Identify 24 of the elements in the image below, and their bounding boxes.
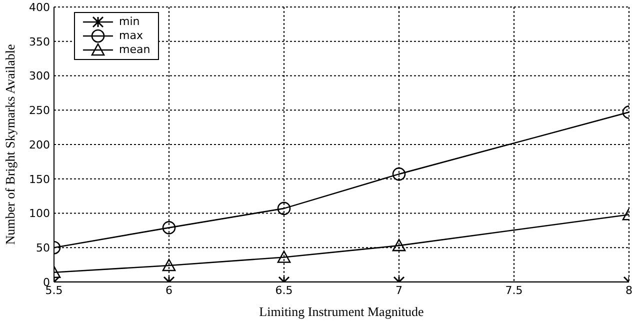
y-axis-title: Number of Bright Skymarks Available [2,44,18,245]
point [392,238,406,252]
point [162,221,176,234]
x-tick-label: 6 [166,284,172,297]
y-tick-label: 350 [29,35,50,48]
y-tick-label: 100 [29,207,50,220]
y-tick-label: 300 [29,70,50,83]
point [162,258,176,272]
y-tick-label: 50 [36,242,50,255]
point [277,202,291,216]
legend-label: mean [119,43,150,57]
legend-label: max [119,29,143,43]
point [277,250,291,263]
y-tick-label: 400 [29,0,50,14]
y-tick-label: 150 [29,172,50,186]
x-axis-title: Limiting Instrument Magnitude [259,304,424,319]
x-tick-label: 7.5 [505,284,523,297]
y-tick-label: 200 [29,138,50,152]
x-tick-label: 8 [626,284,632,297]
y-tick-label: 250 [29,104,50,118]
point [392,167,406,181]
x-tick-label: 7 [396,284,402,297]
x-tick-label: 6.5 [275,284,293,297]
legend-label: min [119,15,140,29]
